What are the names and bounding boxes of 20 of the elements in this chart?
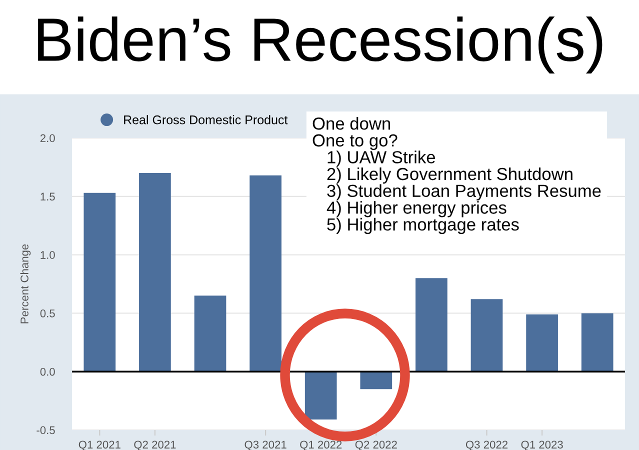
bar — [526, 314, 558, 372]
bar — [194, 296, 226, 372]
legend-label: Real Gross Domestic Product — [124, 115, 288, 124]
chart-title: Biden’s Recession(s) — [38, 16, 602, 74]
y-axis-title: Percent Change — [20, 244, 31, 324]
y-tick-label: 1.5 — [40, 192, 55, 201]
bar — [139, 173, 171, 372]
annotation: One down One to go? 1) UAW Strike 2) Likely Government Shutdown 3) Student Loan Payments Resume 4) Higher energy prices 5) Higher mortgage rates — [312, 117, 601, 234]
y-tick-label: 0.0 — [40, 368, 55, 376]
y-tick-label: 0.5 — [40, 309, 55, 318]
bar — [250, 175, 282, 372]
y-tick-label: 1.0 — [40, 251, 55, 259]
y-tick-label: -0.5 — [36, 426, 55, 434]
bar — [581, 313, 614, 372]
bar — [360, 372, 392, 390]
bar — [84, 192, 116, 372]
y-tick-label: 2.0 — [40, 134, 55, 142]
bar — [470, 299, 503, 372]
bar — [416, 278, 448, 372]
bar — [304, 372, 337, 420]
